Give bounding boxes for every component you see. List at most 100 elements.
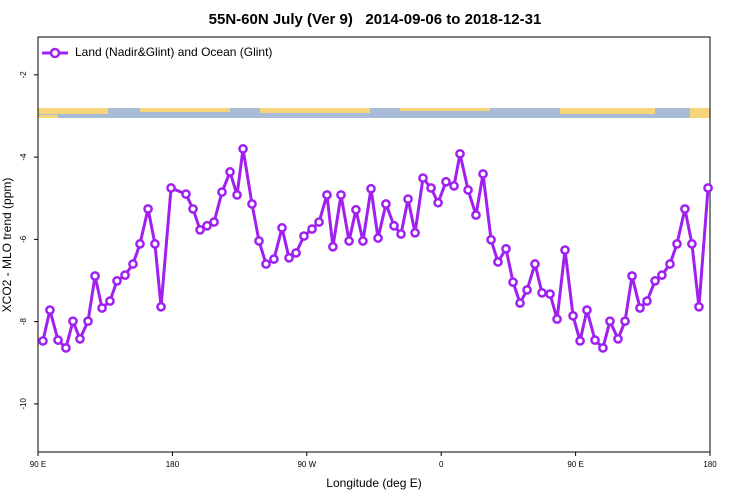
data-point bbox=[373, 233, 383, 243]
data-point bbox=[97, 303, 107, 313]
data-point bbox=[568, 311, 578, 321]
data-point bbox=[463, 185, 473, 195]
data-point bbox=[120, 270, 130, 280]
y-tick-label: -8 bbox=[19, 318, 28, 326]
data-point bbox=[299, 231, 309, 241]
x-tick-label: 180 bbox=[166, 460, 180, 469]
data-point bbox=[344, 236, 354, 246]
data-point bbox=[613, 334, 623, 344]
data-point bbox=[238, 144, 248, 154]
data-point bbox=[449, 181, 459, 191]
data-point bbox=[418, 173, 428, 183]
data-point bbox=[530, 259, 540, 269]
data-point bbox=[277, 222, 287, 233]
data-point bbox=[181, 189, 191, 199]
data-point bbox=[351, 204, 361, 215]
data-point bbox=[642, 296, 652, 306]
data-point bbox=[665, 259, 675, 269]
data-point bbox=[478, 169, 488, 179]
data-point bbox=[426, 183, 436, 193]
data-point bbox=[209, 217, 219, 227]
legend-swatch-marker bbox=[49, 47, 61, 59]
map-strip bbox=[38, 108, 710, 118]
data-point bbox=[291, 248, 301, 258]
data-point bbox=[307, 224, 317, 234]
data-point bbox=[150, 239, 160, 249]
data-point bbox=[284, 253, 294, 263]
data-point bbox=[605, 316, 615, 327]
y-tick-label: -2 bbox=[19, 71, 28, 79]
data-point bbox=[195, 225, 205, 235]
data-point bbox=[336, 190, 346, 200]
data-point bbox=[314, 217, 324, 227]
data-point bbox=[560, 245, 570, 255]
data-point bbox=[247, 199, 257, 209]
data-point bbox=[672, 239, 682, 249]
data-point bbox=[53, 335, 63, 345]
y-axis-label: XCO2 - MLO trend (ppm) bbox=[0, 178, 14, 313]
y-tick-label: -4 bbox=[19, 153, 28, 161]
data-point bbox=[486, 234, 496, 245]
data-point bbox=[166, 183, 176, 193]
data-point bbox=[680, 204, 690, 214]
data-point bbox=[254, 236, 264, 246]
data-point bbox=[598, 343, 608, 353]
data-point bbox=[433, 197, 443, 208]
data-point bbox=[582, 305, 592, 315]
data-point bbox=[687, 239, 697, 249]
data-point bbox=[471, 210, 481, 220]
data-point bbox=[403, 194, 413, 204]
data-point bbox=[188, 204, 198, 214]
data-point bbox=[620, 316, 630, 327]
data-point bbox=[232, 190, 242, 200]
data-point bbox=[366, 183, 376, 194]
data-point bbox=[537, 287, 547, 298]
data-point bbox=[128, 259, 138, 269]
x-axis-label: Longitude (deg E) bbox=[326, 476, 421, 490]
data-point bbox=[61, 343, 71, 353]
chart-title: 55N-60N July (Ver 9) 2014-09-06 to 2018-… bbox=[209, 11, 542, 28]
data-point bbox=[135, 239, 145, 249]
data-point bbox=[575, 336, 585, 346]
data-point bbox=[75, 334, 85, 344]
data-point bbox=[156, 301, 166, 312]
data-point bbox=[441, 176, 451, 187]
x-tick-label: 90 E bbox=[30, 460, 46, 469]
data-point bbox=[522, 285, 532, 295]
data-point bbox=[217, 187, 227, 197]
data-point bbox=[545, 289, 555, 299]
data-point bbox=[45, 305, 55, 315]
y-tick-label: -6 bbox=[19, 235, 28, 243]
x-tick-label: 0 bbox=[439, 460, 444, 469]
data-point bbox=[269, 254, 279, 264]
data-point bbox=[627, 271, 637, 281]
legend-label: Land (Nadir&Glint) and Ocean (Glint) bbox=[75, 45, 272, 59]
plot-frame bbox=[37, 36, 711, 453]
data-point bbox=[112, 276, 122, 286]
data-point bbox=[381, 199, 391, 209]
data-point bbox=[515, 298, 525, 308]
data-point bbox=[635, 303, 645, 313]
data-point bbox=[650, 276, 660, 286]
y-tick-label: -10 bbox=[19, 398, 28, 410]
data-point bbox=[358, 236, 368, 246]
data-point bbox=[703, 183, 713, 193]
data-point bbox=[225, 167, 235, 177]
data-point bbox=[410, 227, 420, 238]
data-point bbox=[455, 148, 465, 159]
data-point bbox=[38, 336, 48, 346]
data-point bbox=[261, 259, 271, 269]
data-point bbox=[202, 220, 212, 231]
data-point bbox=[328, 241, 338, 252]
data-point bbox=[493, 257, 503, 267]
data-point bbox=[552, 314, 562, 325]
data-point bbox=[694, 301, 704, 312]
x-tick-label: 90 E bbox=[567, 460, 583, 469]
data-point bbox=[143, 204, 153, 214]
data-point bbox=[501, 243, 511, 254]
data-point bbox=[508, 277, 518, 287]
data-point bbox=[105, 296, 115, 306]
data-point bbox=[590, 335, 600, 345]
x-tick-label: 90 W bbox=[297, 460, 316, 469]
